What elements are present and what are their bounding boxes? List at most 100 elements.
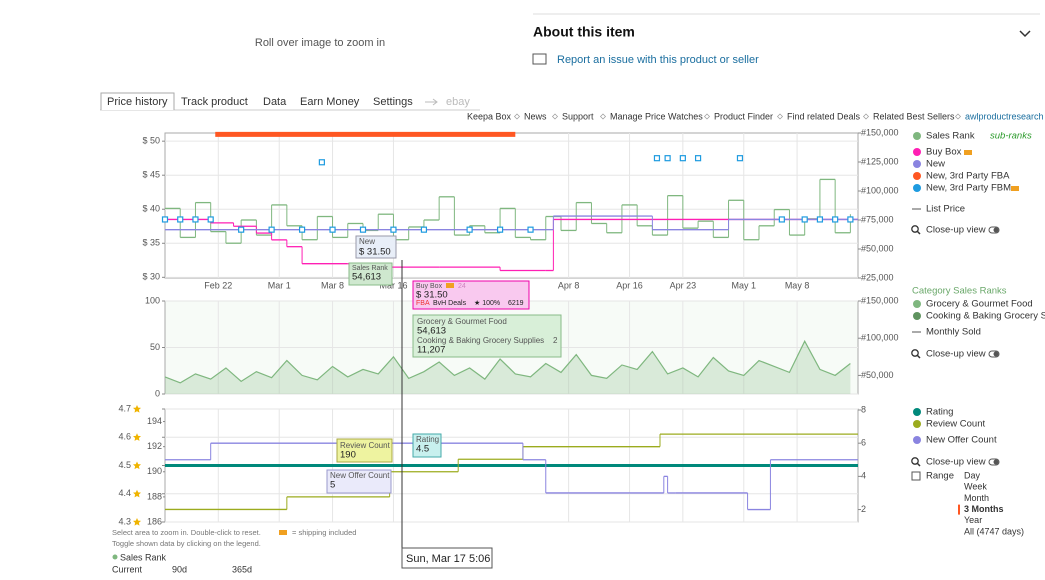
tooltip-label: Buy Box	[416, 283, 443, 290]
y2-tick-label: 6	[861, 438, 866, 448]
x-tick-label: Mar 8	[321, 280, 344, 290]
link[interactable]: Keepa Box	[467, 111, 512, 121]
y2-tick-label: #100,000	[861, 333, 899, 343]
toggle-knob	[993, 459, 999, 465]
range-option[interactable]: 3 Months	[964, 504, 1004, 514]
legend-swatch[interactable]	[913, 436, 921, 444]
legend-label[interactable]: New, 3rd Party FBM	[926, 183, 1011, 194]
point	[816, 216, 824, 223]
legend-label[interactable]: Cooking & Baking Grocery Supplies	[926, 311, 1045, 322]
tab[interactable]: Earn Money	[300, 96, 360, 108]
legend-label[interactable]: Monthly Sold	[926, 327, 981, 338]
legend-label[interactable]: New, 3rd Party FBA	[926, 171, 1010, 182]
link[interactable]: Related Best Sellers	[873, 111, 955, 121]
range-option[interactable]: Week	[964, 482, 987, 492]
link[interactable]: Product Finder	[714, 111, 773, 121]
link[interactable]: awlproductresearch	[965, 111, 1044, 121]
legend-label[interactable]: New	[926, 159, 945, 170]
link[interactable]: News	[524, 111, 547, 121]
legend-label[interactable]: List Price	[926, 204, 965, 215]
point	[736, 155, 744, 162]
chevron[interactable]	[1019, 30, 1031, 38]
legend-label[interactable]: Sales Rank	[926, 131, 975, 142]
tab[interactable]: Price history	[107, 96, 168, 108]
legend-swatch[interactable]	[913, 420, 921, 428]
legend-label[interactable]: Review Count	[926, 419, 985, 430]
section-title: About this item	[533, 24, 635, 40]
magnifier-icon	[911, 457, 919, 465]
tooltip-value: 54,613	[417, 326, 446, 337]
legend-label[interactable]: Rating	[926, 407, 953, 418]
tab[interactable]: Data	[263, 96, 287, 108]
sub-ranks-link[interactable]: sub-ranks	[990, 131, 1032, 142]
area-fill	[165, 341, 851, 394]
separator	[704, 113, 710, 120]
legend-swatch[interactable]	[913, 300, 921, 308]
star-icon	[133, 489, 141, 498]
report-link[interactable]: Report an issue with this product or sel…	[557, 54, 759, 66]
link[interactable]: Manage Price Watches	[610, 111, 703, 121]
magnifier-icon	[916, 230, 921, 235]
tooltip-value: 54,613	[352, 272, 381, 283]
legend-swatch[interactable]	[913, 184, 921, 192]
y3-tick-label: 188	[147, 491, 162, 501]
range-option[interactable]: Day	[964, 470, 981, 480]
point	[268, 226, 275, 233]
y2-tick-label: 8	[861, 404, 866, 414]
y2-tick-label: #150,000	[861, 295, 899, 305]
x-tick-label: Feb 22	[204, 280, 232, 290]
star-icon	[133, 461, 141, 470]
x-tick-label: Mar 16	[379, 280, 407, 290]
point	[778, 216, 785, 223]
point	[207, 216, 214, 223]
tab[interactable]: Track product	[181, 96, 248, 108]
point	[238, 226, 245, 233]
link[interactable]: Find related Deals	[787, 111, 861, 121]
point	[420, 226, 428, 233]
point	[694, 155, 702, 162]
range-option[interactable]: Month	[964, 493, 989, 503]
tooltip-label: ★ 100%	[474, 299, 500, 307]
link[interactable]: Support	[562, 111, 594, 121]
plot-frame	[164, 132, 859, 279]
closeup-toggle[interactable]: Close-up view	[926, 225, 986, 236]
y-tick-label: 4.7	[118, 403, 131, 413]
closeup-toggle[interactable]: Close-up view	[926, 349, 986, 360]
point	[653, 155, 661, 162]
tab[interactable]: Settings	[373, 96, 413, 108]
point	[161, 216, 169, 223]
y3-tick-label: 192	[147, 441, 162, 451]
point	[496, 226, 504, 233]
legend-label[interactable]: Buy Box	[926, 147, 962, 158]
y-tick-label: 4.6	[118, 432, 131, 442]
stats-column: 90d	[172, 564, 187, 574]
legend-swatch[interactable]	[913, 160, 921, 168]
legend-label[interactable]: New Offer Count	[926, 435, 997, 446]
legend-label[interactable]: Grocery & Gourmet Food	[926, 299, 1033, 310]
y2-tick-label: #50,000	[861, 243, 894, 253]
series-line	[164, 339, 851, 384]
closeup-toggle[interactable]: Close-up view	[926, 457, 986, 468]
y2-tick-label: #150,000	[861, 127, 899, 137]
range-option[interactable]: Year	[964, 515, 982, 525]
y2-tick-label: #125,000	[861, 156, 899, 166]
legend-swatch[interactable]	[913, 148, 921, 156]
legend-swatch[interactable]	[913, 408, 921, 416]
y-tick-label: 0	[155, 388, 160, 398]
x-tick-label: Apr 23	[670, 280, 697, 290]
magnifier-icon	[911, 225, 919, 233]
point	[847, 216, 854, 223]
tab[interactable]: ebay	[446, 96, 470, 108]
legend-swatch[interactable]	[913, 132, 921, 140]
tooltip-box	[336, 438, 393, 463]
point	[832, 216, 839, 223]
separator	[514, 113, 520, 120]
y-tick-label: $ 50	[142, 136, 160, 146]
legend-swatch[interactable]	[913, 172, 921, 180]
legend-swatch[interactable]	[913, 312, 921, 320]
range-option[interactable]: All (4747 days)	[964, 526, 1024, 536]
y-tick-label: 4.4	[118, 488, 131, 498]
truck-icon	[279, 530, 287, 535]
